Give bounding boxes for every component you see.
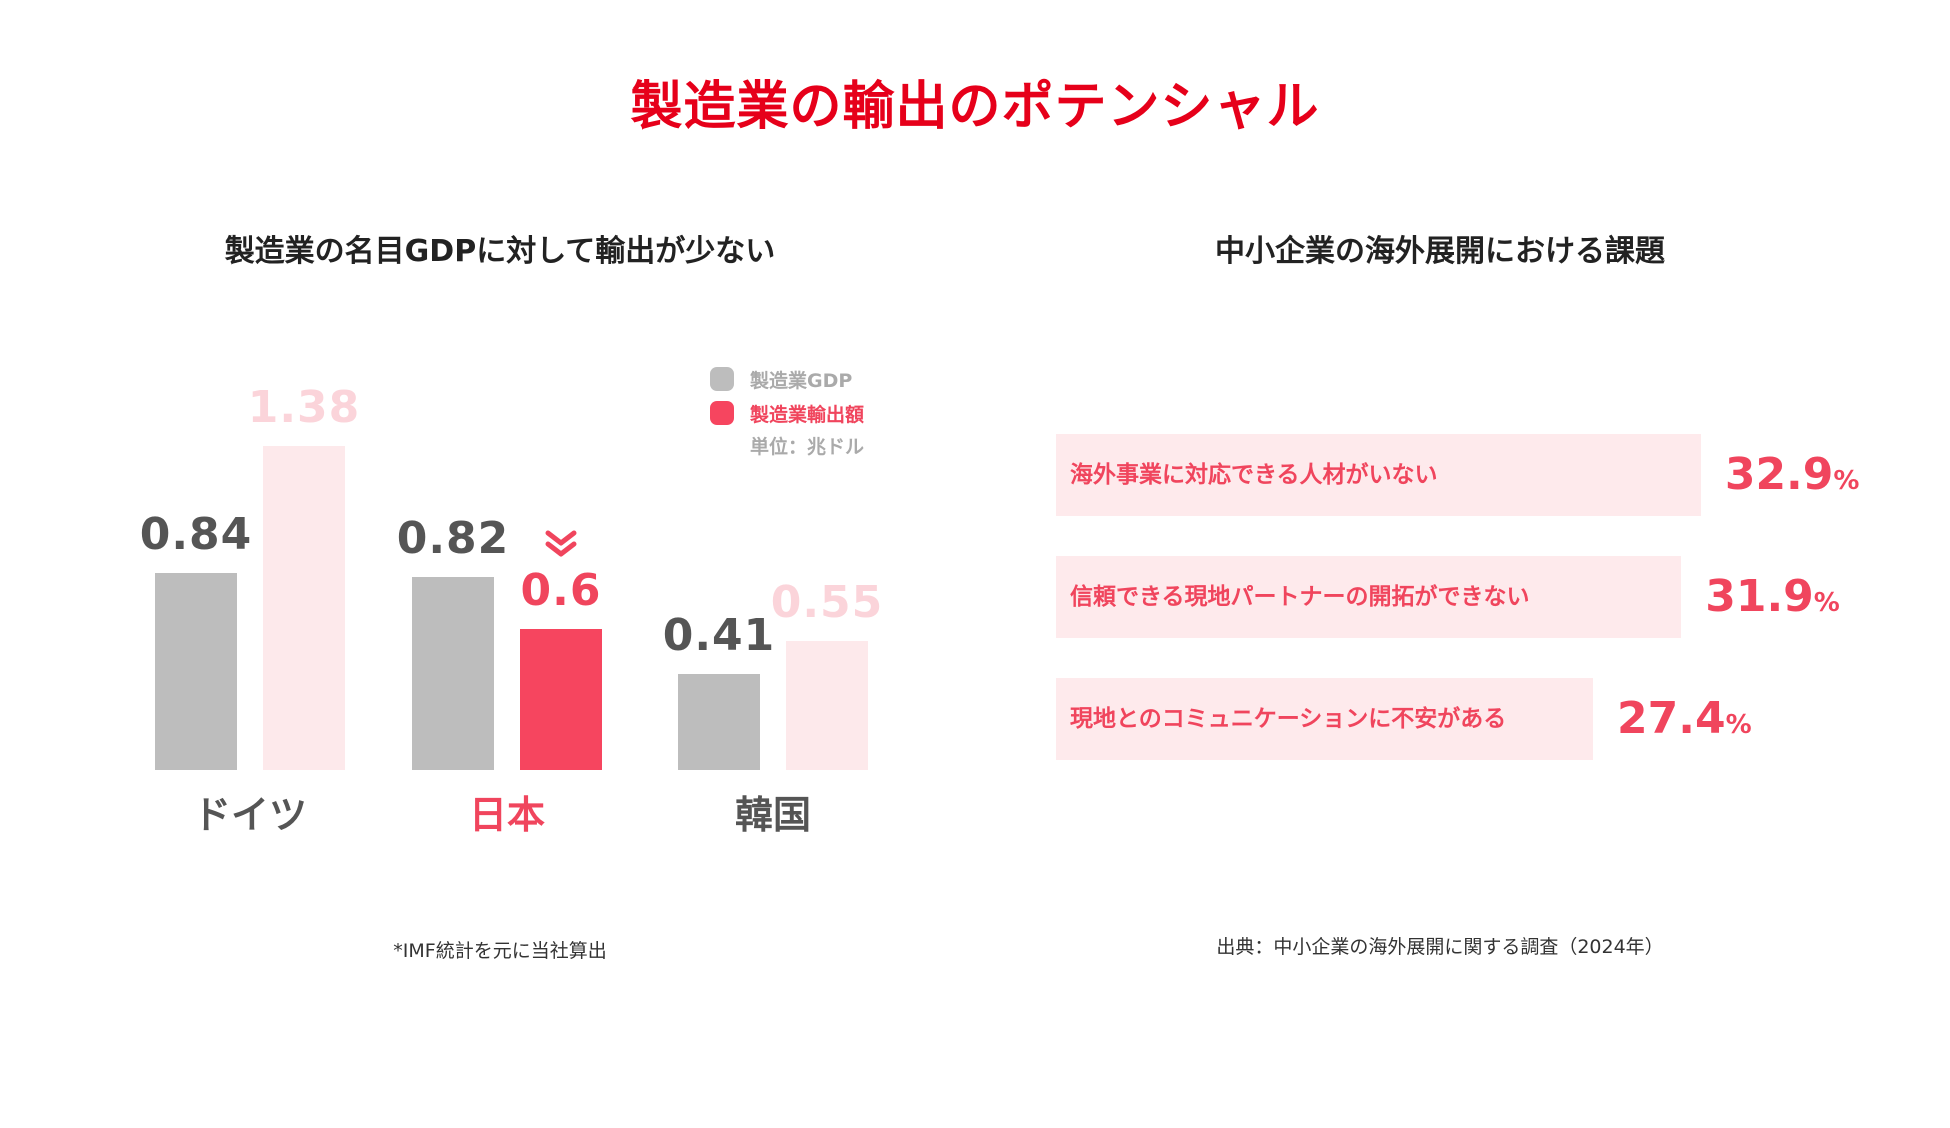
issue-value-number: 32.9 (1724, 449, 1834, 500)
right-chart-subtitle: 中小企業の海外展開における課題 (1215, 234, 1665, 269)
issue-bar (1056, 678, 1594, 760)
legend-label-export: 製造業輸出額 (750, 403, 865, 426)
issue-value-unit: % (1725, 710, 1752, 740)
bar-germany-gdp (155, 572, 237, 770)
category-label-germany: ドイツ (192, 793, 307, 837)
bar-value-korea-export: 0.55 (770, 576, 884, 628)
left-chart-subtitle: 製造業の名目GDPに対して輸出が少ない (224, 234, 776, 269)
legend-item-export: 製造業輸出額 (710, 396, 864, 430)
bar-korea-gdp (678, 673, 760, 770)
issue-bar (1056, 556, 1682, 638)
issue-label: 信頼できる現地パートナーの開拓ができない (1070, 584, 1530, 610)
legend-label-gdp: 製造業GDP (750, 369, 853, 392)
gdp-export-bar-chart: 0.84 1.38 ドイツ 0.82 0.6 日本 0.41 0.55 韓国 (0, 330, 960, 870)
bar-value-korea-gdp: 0.41 (662, 609, 776, 661)
bar-korea-export (786, 640, 868, 770)
bar-value-japan-export: 0.6 (520, 565, 602, 616)
bar-germany-export (263, 445, 345, 770)
issue-value-number: 31.9 (1705, 571, 1814, 622)
issues-horizontal-bar-chart: 海外事業に対応できる人材がいない 32.9% 信頼できる現地パートナーの開拓ができな… (1056, 434, 1916, 774)
bar-japan-gdp (412, 577, 494, 770)
bar-value-germany-gdp: 0.84 (139, 508, 253, 560)
issue-value-unit: % (1813, 588, 1840, 618)
double-chevron-down-icon (545, 530, 577, 557)
right-source-note: 出典：中小企業の海外展開に関する調査（2024年） (1216, 936, 1664, 958)
legend-unit: 単位：兆ドル (750, 436, 865, 458)
issue-bar (1056, 434, 1701, 516)
issue-value-unit: % (1833, 466, 1860, 496)
issue-row: 海外事業に対応できる人材がいない 32.9% (1056, 434, 1916, 516)
issue-value: 32.9% (1725, 434, 1860, 516)
category-label-japan: 日本 (468, 793, 545, 837)
issue-label: 海外事業に対応できる人材がいない (1070, 462, 1438, 488)
legend-item-gdp: 製造業GDP (710, 362, 864, 396)
issue-label: 現地とのコミュニケーションに不安がある (1070, 706, 1507, 732)
issue-value: 31.9% (1705, 556, 1840, 638)
main-title: 製造業の輸出のポテンシャル (630, 77, 1320, 137)
issue-row: 信頼できる現地パートナーの開拓ができない 31.9% (1056, 556, 1916, 638)
issue-value: 27.4% (1617, 678, 1752, 760)
issue-value-number: 27.4 (1617, 693, 1726, 744)
legend-swatch-export (710, 401, 734, 425)
bar-value-japan-gdp: 0.82 (396, 513, 510, 565)
chart-legend: 製造業GDP 製造業輸出額 単位：兆ドル (710, 362, 864, 464)
bar-japan-export (520, 629, 602, 770)
legend-swatch-gdp (710, 367, 734, 391)
left-footnote: *IMF統計を元に当社算出 (393, 940, 607, 962)
category-label-korea: 韓国 (734, 793, 811, 837)
bar-value-germany-export: 1.38 (247, 381, 361, 433)
issue-row: 現地とのコミュニケーションに不安がある 27.4% (1056, 678, 1916, 760)
